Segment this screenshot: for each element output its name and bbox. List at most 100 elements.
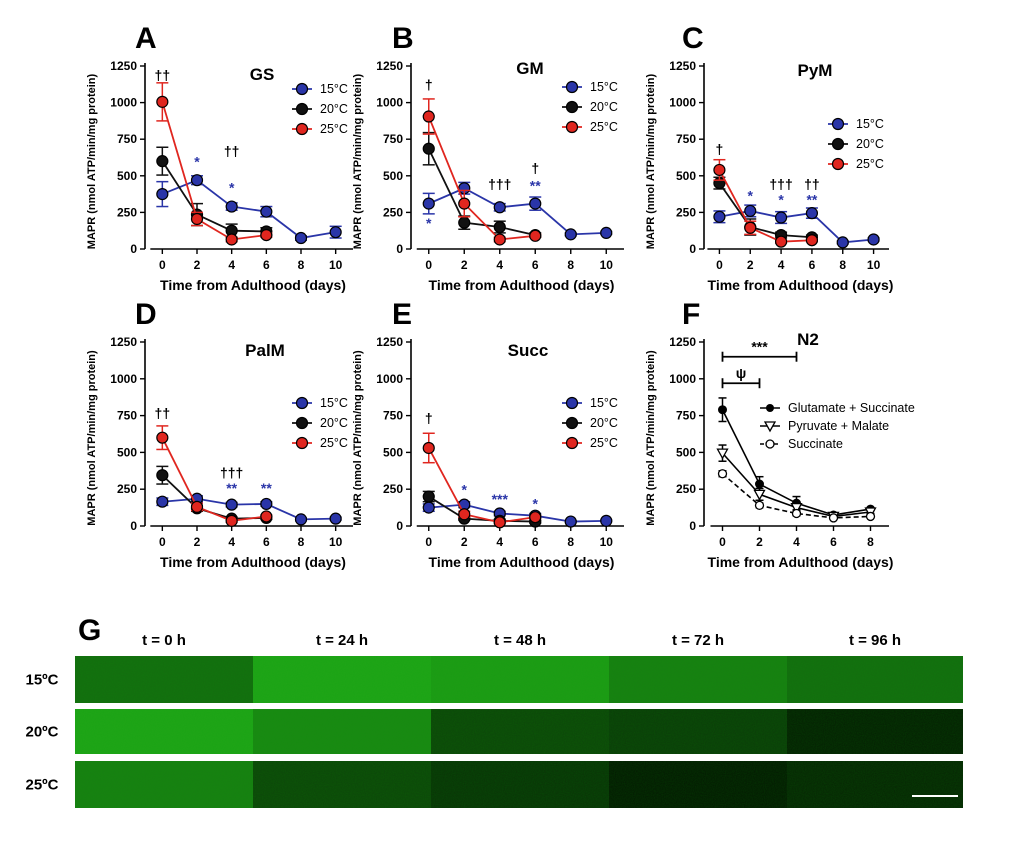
y-tick-label: 750 (676, 132, 696, 146)
x-tick-label: 10 (867, 258, 881, 272)
legend: 15°C 20°C 25°C (562, 396, 618, 450)
series-3 (156, 425, 273, 527)
legend-marker (295, 82, 309, 96)
y-tick-label: 750 (676, 409, 696, 423)
y-tick-label: 1250 (110, 59, 137, 73)
significance-marker: ** (226, 480, 237, 496)
x-tick-label: 8 (567, 258, 574, 272)
significance-marker: * (426, 215, 432, 231)
micrograph-texture (431, 656, 609, 703)
x-tick-label: 8 (867, 535, 874, 549)
x-tick-label: 10 (600, 258, 614, 272)
data-point (744, 221, 757, 234)
x-tick-label: 10 (329, 535, 343, 549)
x-tick-label: 0 (425, 258, 432, 272)
legend: Glutamate + Succinate Pyruvate + Malate Su… (760, 401, 915, 451)
legend-label: 20°C (590, 100, 618, 114)
data-point (156, 469, 169, 482)
data-point (422, 441, 435, 455)
legend-marker (565, 80, 579, 94)
legend-marker (565, 416, 579, 430)
x-axis-label: Time from Adulthood (days) (429, 277, 615, 293)
x-tick-label: 4 (793, 535, 800, 549)
chart-panel-e: E Succ 0 250 500 750 1000 1250 0 2 4 6 8 10 Time from … (352, 298, 624, 570)
panel-label: C (682, 22, 704, 55)
legend-marker (295, 416, 309, 430)
data-point (529, 229, 542, 242)
time-label: t = 72 h (672, 632, 724, 649)
x-axis-label: Time from Adulthood (days) (429, 554, 615, 570)
y-tick-label: 250 (117, 482, 137, 496)
micrograph-image (431, 709, 609, 754)
legend-item: 20°C (292, 416, 348, 430)
y-tick-label: 1000 (376, 372, 403, 386)
x-tick-label: 6 (809, 258, 816, 272)
series-line (718, 182, 812, 239)
legend-item: 25°C (292, 122, 348, 136)
micrograph-image (609, 761, 787, 808)
legend-item: Pyruvate + Malate (760, 419, 889, 433)
significance-marker: * (748, 188, 754, 204)
micrograph-image (431, 656, 609, 703)
micrograph-texture (787, 656, 963, 703)
y-tick-label: 500 (117, 169, 137, 183)
legend-label: 20°C (856, 137, 884, 151)
micrograph-image (787, 709, 963, 754)
significance-marker: * (462, 481, 468, 497)
time-label: t = 48 h (494, 632, 546, 649)
x-tick-label: 10 (600, 535, 614, 549)
time-label: t = 0 h (142, 632, 186, 649)
y-tick-label: 250 (676, 482, 696, 496)
panel-title: N2 (797, 330, 819, 349)
y-tick-label: 0 (396, 242, 403, 256)
y-tick-label: 1250 (669, 59, 696, 73)
x-tick-label: 10 (329, 258, 343, 272)
data-point (225, 233, 238, 246)
panel-label: A (135, 22, 157, 55)
legend-marker (831, 117, 845, 131)
y-tick-label: 1000 (376, 96, 403, 110)
legend-marker (295, 122, 309, 136)
y-tick-label: 1000 (110, 96, 137, 110)
data-point (422, 142, 435, 155)
legend-item: Glutamate + Succinate (760, 401, 915, 415)
series-line (721, 473, 871, 519)
data-point (529, 511, 542, 524)
legend-label: 15°C (590, 396, 618, 410)
significance-marker: * (194, 153, 200, 169)
bracket-label: ψ (736, 365, 747, 381)
y-tick-label: 750 (383, 409, 403, 423)
data-point (805, 234, 819, 247)
data-point (564, 515, 577, 528)
legend-label: 15°C (856, 117, 884, 131)
micrograph-image (609, 709, 787, 754)
data-point (753, 489, 766, 501)
data-point (225, 498, 238, 511)
y-tick-label: 500 (383, 445, 403, 459)
y-axis-label: MAPR (nmol ATP/min/mg protein) (86, 350, 98, 526)
panel-label: E (392, 298, 412, 331)
legend: 15°C 20°C 25°C (292, 396, 348, 450)
legend-item: 15°C (292, 82, 348, 96)
data-point (493, 233, 506, 246)
legend-marker (295, 396, 309, 410)
x-tick-label: 4 (228, 258, 235, 272)
micrograph-texture (75, 761, 253, 808)
data-point (867, 233, 880, 246)
data-point (156, 188, 169, 201)
legend: 15°C 20°C 25°C (292, 82, 348, 136)
y-tick-label: 750 (383, 132, 403, 146)
y-axis-label: MAPR (nmol ATP/min/mg protein) (352, 350, 364, 526)
significance-marker: ††† (488, 176, 511, 192)
legend-label: 25°C (590, 120, 618, 134)
data-point (791, 508, 802, 519)
legend-label: 20°C (320, 416, 348, 430)
data-point (260, 497, 273, 511)
panel-label-g: G (78, 614, 101, 647)
data-point (422, 490, 435, 503)
y-tick-label: 750 (117, 409, 137, 423)
significance-marker: ** (806, 191, 817, 207)
legend: 15°C 20°C 25°C (562, 80, 618, 134)
series-line (427, 148, 536, 236)
temperature-label: 25ºC (26, 777, 59, 794)
